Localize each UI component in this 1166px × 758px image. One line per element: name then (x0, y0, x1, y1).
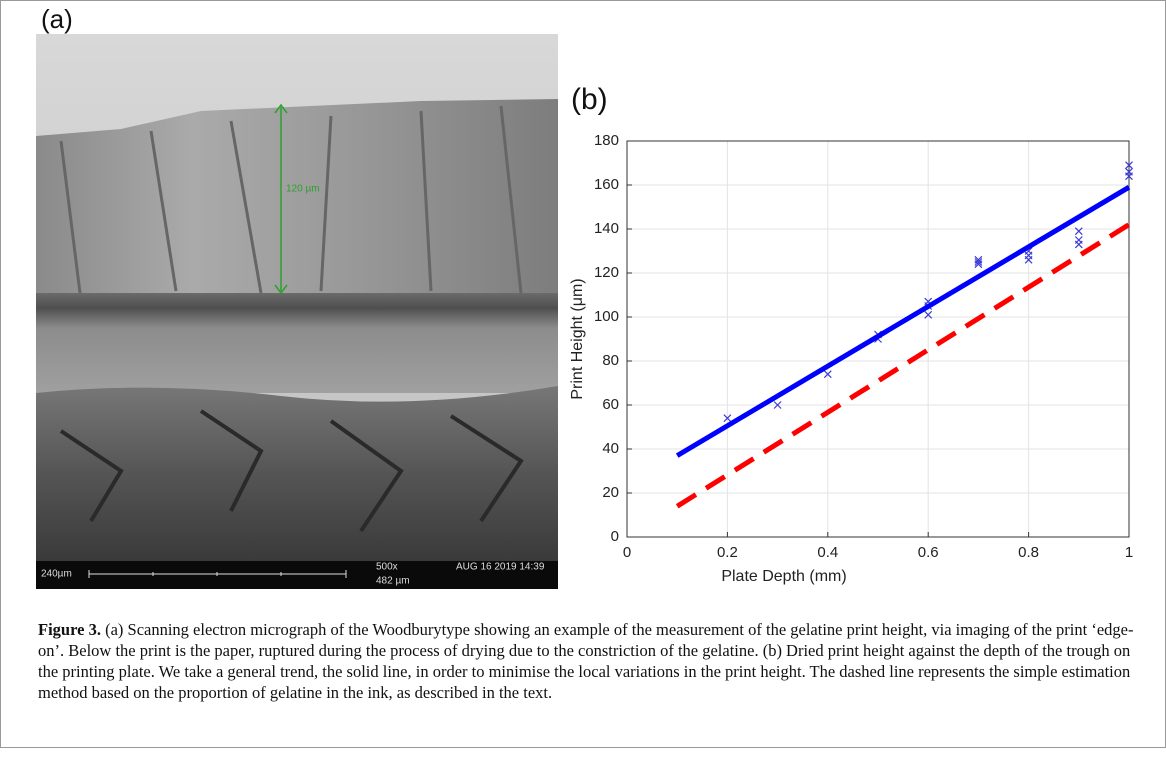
plot-frame (626, 140, 1130, 538)
y-tick-label: 20 (602, 484, 619, 501)
scale-bar-label: 240µm (41, 569, 72, 580)
y-tick-label: 140 (594, 220, 619, 237)
data-point (1125, 161, 1133, 170)
magnification: 500x (376, 562, 398, 573)
x-axis-label: Plate Depth (mm) (721, 568, 846, 585)
x-tick-label: 0 (623, 544, 631, 561)
y-tick-label: 40 (602, 440, 619, 457)
caption: Figure 3. (a) Scanning electron microgra… (38, 619, 1138, 703)
y-axis-label: Print Height (μm) (569, 278, 586, 399)
panel-label: (a) (41, 4, 73, 34)
dashed-line (675, 222, 1131, 509)
x-tick-label: 0.8 (1018, 544, 1039, 561)
x-tick-label: 1 (1125, 544, 1133, 561)
y-tick-label: 100 (594, 308, 619, 325)
x-tick-label: 0.4 (817, 544, 838, 561)
data-point (974, 258, 983, 266)
y-tick-label: 180 (594, 132, 619, 149)
sem-texture (59, 105, 523, 302)
figure-panels: 120 µm 240µm 500x 482 µm AUG 16 2019 14:… (36, 4, 1133, 589)
micrograph: 120 µm 240µm 500x 482 µm AUG 16 2019 14:… (36, 4, 558, 589)
timestamp: AUG 16 2019 14:39 (456, 562, 545, 573)
chart-title: (b) (571, 83, 608, 116)
data-point (924, 310, 933, 319)
x-tick-label: 0.6 (918, 544, 939, 561)
data-point (1074, 236, 1083, 244)
data-point (1125, 167, 1133, 176)
y-tick-label: 160 (594, 176, 619, 193)
data-point (823, 370, 832, 379)
caption-text: (a) Scanning electron micrograph of the … (38, 620, 1134, 702)
sem-info-bar (36, 561, 558, 589)
x-tick-label: 0.2 (717, 544, 738, 561)
measurement-arrowheads (274, 103, 288, 295)
chart: (b) Plate Depth (mm) Print Height (μm) 0… (569, 83, 1133, 585)
sem-ruptured-layer (36, 386, 558, 561)
y-tick-label: 80 (602, 352, 619, 369)
scale-bar-ticks (88, 570, 347, 578)
sem-paper-layer (36, 293, 558, 393)
data-point (974, 255, 983, 264)
field-width: 482 µm (376, 576, 410, 587)
data-point (723, 414, 732, 423)
data-point (773, 401, 782, 409)
y-tick-label: 120 (594, 264, 619, 281)
caption-label: Figure 3. (38, 620, 101, 639)
sem-texture (59, 409, 524, 533)
y-tick-label: 0 (611, 528, 619, 545)
data-point (1074, 227, 1083, 236)
trend-line (675, 185, 1131, 458)
y-tick-label: 60 (602, 396, 619, 413)
measurement-label: 120 µm (286, 184, 320, 195)
